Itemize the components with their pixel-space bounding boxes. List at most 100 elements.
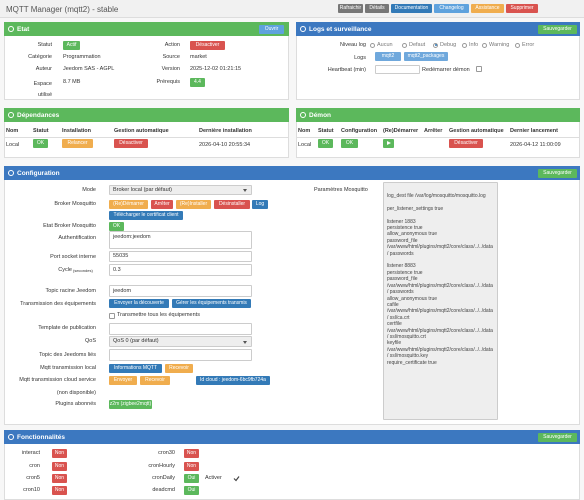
button[interactable]: Désinstaller — [214, 200, 250, 209]
button[interactable]: OK — [33, 139, 48, 148]
button[interactable]: OK — [341, 139, 358, 148]
label: Aucun — [377, 42, 393, 48]
button[interactable]: Rafraichir — [338, 4, 363, 13]
panel-icon — [8, 170, 14, 176]
label: Arrêter — [424, 128, 443, 134]
label: Prérequis — [156, 79, 180, 85]
textarea[interactable] — [109, 231, 252, 249]
table-rule — [5, 137, 288, 138]
radio[interactable] — [370, 42, 375, 48]
button[interactable]: z2m (zigbee2mqtt) — [109, 400, 152, 409]
button[interactable]: (Re)Installer — [176, 200, 211, 209]
input[interactable] — [109, 285, 252, 297]
checkbox[interactable] — [109, 312, 115, 319]
button[interactable]: Relancer — [62, 139, 93, 148]
label: jeedom:jeedom — [113, 234, 151, 240]
button[interactable]: Sauvegarder — [538, 169, 577, 178]
button[interactable]: Non — [52, 449, 67, 458]
label: Transmission des équipements — [20, 301, 96, 307]
label: Mode — [82, 187, 96, 193]
button[interactable]: Informations MQTT — [109, 364, 162, 373]
label: (secondes) — [73, 268, 93, 273]
button[interactable]: Recevoir — [140, 376, 170, 385]
select[interactable] — [109, 185, 252, 195]
button[interactable]: Sauvegarder — [538, 25, 577, 34]
input[interactable] — [109, 251, 252, 262]
radio[interactable] — [402, 42, 407, 48]
table-rule — [297, 137, 579, 138]
button[interactable]: Actif — [63, 41, 80, 50]
check-path — [233, 476, 240, 482]
button[interactable]: Arrêter — [151, 200, 173, 209]
label: deadcmd — [152, 487, 175, 493]
radio[interactable] — [462, 42, 467, 48]
label: Démon — [309, 111, 332, 119]
label: (non disponible) — [56, 390, 96, 396]
button[interactable]: Désactiver — [114, 139, 148, 148]
button[interactable]: Ouvrir — [259, 25, 284, 34]
button[interactable]: (Re)Démarrer — [109, 200, 148, 209]
label: market — [190, 54, 207, 60]
label: Mqtt transmission local — [40, 365, 96, 371]
label: jeedom — [113, 287, 132, 294]
textarea[interactable] — [383, 182, 498, 420]
button[interactable]: Télécharger le certificat client — [109, 211, 183, 220]
button[interactable]: Oui — [184, 474, 199, 483]
label: Catégorie — [28, 54, 52, 60]
label: Logs — [354, 55, 366, 61]
button[interactable]: Assistance — [471, 4, 504, 13]
radio[interactable] — [482, 42, 487, 48]
button[interactable]: Log — [252, 200, 268, 209]
label: Nom — [298, 128, 311, 134]
radio[interactable] — [515, 42, 520, 48]
button[interactable]: Détails — [365, 4, 389, 13]
button[interactable]: mqtt2_packages — [404, 52, 448, 61]
button[interactable]: Recevoir — [165, 364, 193, 373]
label: Topic des Jeedoms liés — [39, 352, 96, 358]
label: 2026-04-12 11:00:09 — [510, 142, 561, 148]
button[interactable]: Non — [184, 449, 199, 458]
label: Espace utilisé — [33, 81, 52, 98]
button[interactable]: Désactiver — [449, 139, 483, 148]
button[interactable]: Sauvegarder — [538, 433, 577, 442]
panel-icon — [8, 26, 14, 32]
button[interactable]: Non — [52, 486, 67, 495]
label: Defaut — [409, 42, 426, 48]
label: cron10 — [23, 487, 40, 493]
label: 0.3 — [113, 266, 121, 273]
panel-header — [296, 108, 580, 122]
button[interactable]: Non — [52, 462, 67, 471]
button[interactable]: Gérer les équipements transmis — [172, 299, 251, 308]
button[interactable]: Envoyer la découverte — [109, 299, 169, 308]
label: Info — [469, 42, 479, 48]
label: Niveau log — [340, 42, 366, 48]
label: Action — [164, 42, 180, 48]
checkbox[interactable] — [476, 66, 482, 72]
label: Statut — [37, 42, 52, 48]
select[interactable] — [109, 336, 252, 347]
button[interactable]: Désactiver — [190, 41, 225, 50]
select-arrow — [243, 340, 247, 344]
button[interactable]: Oui — [184, 486, 199, 495]
button[interactable]: OK — [109, 222, 124, 231]
input[interactable] — [109, 264, 252, 276]
label: cronHourly — [148, 463, 175, 469]
button[interactable]: Id cloud : jeedom-6bc9fb724a — [196, 376, 270, 385]
button[interactable]: mqtt2 — [375, 52, 401, 61]
button[interactable]: OK — [318, 139, 333, 148]
button[interactable]: 4.4 — [190, 78, 205, 87]
label: log_dest file /var/log/mosquitto/mosquit… — [387, 193, 493, 366]
button[interactable]: Supprimer — [506, 4, 538, 13]
input[interactable] — [109, 349, 252, 361]
label: Configuration — [17, 169, 60, 177]
input[interactable] — [375, 65, 420, 74]
label: Gestion automatique — [449, 128, 504, 134]
label: MQTT Manager (mqtt2) - stable — [6, 4, 119, 14]
button[interactable]: Envoyer — [109, 376, 137, 385]
input[interactable] — [109, 323, 252, 335]
button[interactable]: Documentation — [391, 4, 432, 13]
button[interactable]: Non — [184, 462, 199, 471]
button[interactable]: Changelog — [434, 4, 469, 13]
button[interactable]: Non — [52, 474, 67, 483]
